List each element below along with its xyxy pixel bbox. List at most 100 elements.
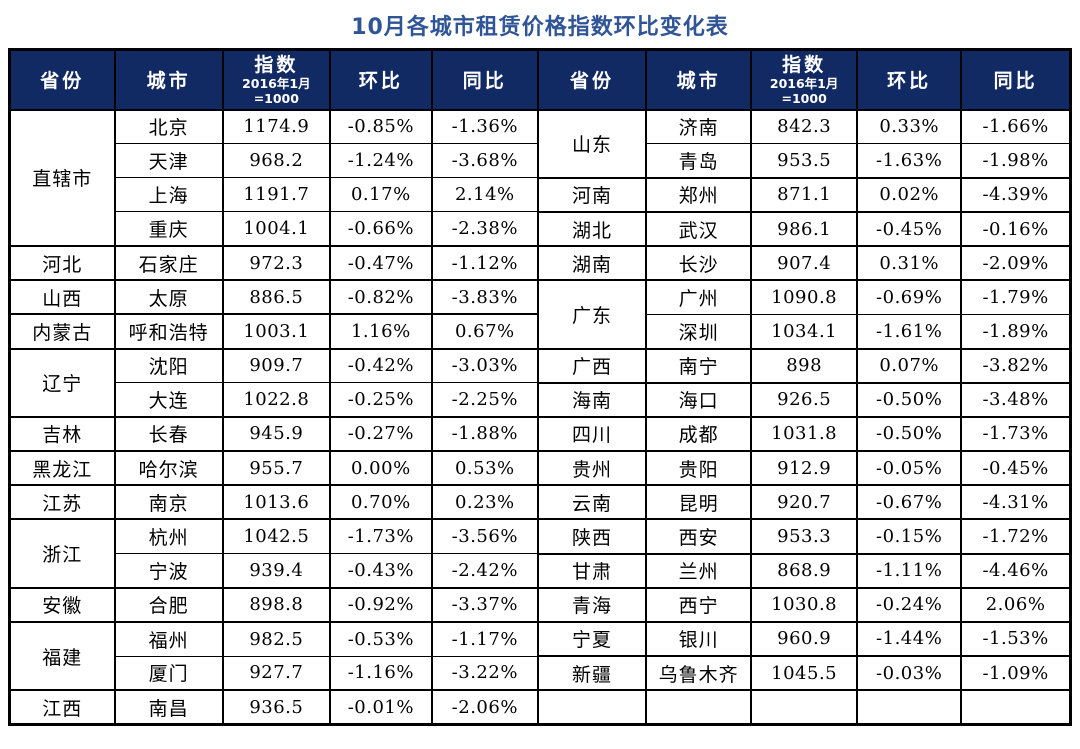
mom-cell: -0.15%: [856, 518, 963, 555]
province-cell: 广西: [536, 347, 648, 384]
yoy-cell: -4.39%: [960, 176, 1072, 213]
city-cell: 西安: [645, 518, 753, 555]
table-row: 山西 太原 886.5 -0.82% -3.83% 广东 广州 1090.8 -0.69% -1.…: [8, 279, 1072, 350]
index-cell: 945.9: [221, 415, 331, 452]
city-cell: 太原: [113, 279, 224, 315]
city-cell: 长春: [113, 415, 224, 452]
table-row: 上海 1191.7 0.17% 2.14% 河南 郑州 871.1 0.02% -4.39%: [10, 176, 1072, 213]
yoy-cell: -1.53%: [960, 620, 1072, 657]
mom-cell: -0.92%: [328, 586, 433, 623]
header-city-left: 城市: [113, 48, 224, 111]
yoy-cell: -0.16%: [960, 210, 1072, 247]
index-cell: 982.5: [221, 620, 331, 657]
mom-cell: -0.01%: [328, 689, 433, 726]
mom-cell: -0.24%: [856, 586, 963, 623]
city-cell: 石家庄: [113, 245, 224, 281]
city-cell: 成都: [645, 415, 753, 452]
index-cell: 1090.8: [750, 279, 859, 315]
header-index-right: 指数 2016年1月=1000: [750, 48, 859, 111]
header-province-left: 省份: [8, 48, 116, 111]
mom-cell: 0.17%: [328, 177, 433, 213]
index-cell: 955.7: [221, 450, 331, 486]
mom-cell: -0.50%: [856, 415, 963, 452]
table-row: 黑龙江 哈尔滨 955.7 0.00% 0.53% 贵州 贵阳 912.9 -0.05% -0.4…: [8, 450, 1072, 486]
mom-cell: 0.07%: [856, 347, 963, 384]
province-cell: 福建: [8, 620, 116, 691]
index-cell: 1042.5: [221, 518, 331, 555]
province-cell: 四川: [536, 415, 648, 452]
city-cell: 沈阳: [113, 347, 224, 384]
rental-index-table: 省份 城市 指数 2016年1月=1000 环比 同比 省份 城市 指数 201…: [8, 48, 1072, 726]
mom-cell: -0.05%: [856, 450, 963, 486]
city-cell: 天津: [113, 143, 224, 179]
yoy-cell: [960, 689, 1072, 726]
province-cell: 河北: [8, 245, 116, 281]
yoy-cell: -1.79%: [960, 279, 1072, 315]
mom-cell: -1.44%: [856, 620, 963, 657]
mom-cell: -0.43%: [328, 553, 433, 589]
yoy-cell: -2.42%: [430, 553, 539, 589]
yoy-cell: -2.38%: [430, 211, 539, 247]
index-cell: 898: [750, 347, 859, 384]
header-yoy-left: 同比: [430, 48, 539, 111]
yoy-cell: -1.72%: [960, 518, 1072, 555]
table-row: 内蒙古 呼和浩特 1003.1 1.16% 0.67% 深圳 1034.1 -1.61% -1.…: [8, 313, 1072, 350]
city-cell: 武汉: [645, 210, 753, 247]
city-cell: 哈尔滨: [113, 450, 224, 486]
index-cell: 920.7: [750, 484, 859, 520]
table-row: 吉林 长春 945.9 -0.27% -1.88% 四川 成都 1031.8 -0.50% -1.…: [8, 415, 1072, 452]
header-index-basenote: 2016年1月=1000: [769, 76, 839, 106]
yoy-cell: -2.06%: [430, 689, 539, 726]
table-row: 辽宁 沈阳 909.7 -0.42% -3.03% 广西 南宁 898 0.07% -3.82%: [8, 347, 1072, 418]
province-cell: 新疆: [536, 654, 648, 691]
city-cell: 济南: [645, 108, 753, 145]
province-cell: 云南: [536, 484, 648, 520]
index-cell: 936.5: [221, 689, 331, 726]
index-cell: 1191.7: [221, 177, 331, 213]
province-cell: 湖北: [536, 210, 648, 247]
yoy-cell: -4.46%: [960, 552, 1072, 589]
city-cell: 昆明: [645, 484, 753, 520]
index-cell: 886.5: [221, 279, 331, 315]
mom-cell: -0.82%: [328, 279, 433, 315]
province-cell: 贵州: [536, 450, 648, 486]
yoy-cell: -3.82%: [960, 347, 1072, 384]
header-index-left: 指数 2016年1月=1000: [221, 48, 331, 111]
header-index-basenote: 2016年1月=1000: [242, 76, 311, 106]
city-cell: 大连: [113, 382, 224, 418]
yoy-cell: -3.03%: [430, 347, 539, 384]
index-cell: 1031.8: [750, 415, 859, 452]
yoy-cell: -4.31%: [960, 484, 1072, 520]
city-cell: 广州: [645, 279, 753, 315]
city-cell: 合肥: [113, 586, 224, 623]
index-cell: 909.7: [221, 347, 331, 384]
table-row: 厦门 927.7 -1.16% -3.22% 新疆 乌鲁木齐 1045.5 -0.03% -1.…: [10, 654, 1072, 691]
mom-cell: -1.16%: [328, 655, 433, 691]
mom-cell: -1.73%: [328, 518, 433, 555]
mom-cell: -1.61%: [856, 313, 963, 350]
mom-cell: 0.33%: [856, 108, 963, 145]
mom-cell: -0.66%: [328, 211, 433, 247]
mom-cell: -0.47%: [328, 245, 433, 281]
table-row: 河北 石家庄 972.3 -0.47% -1.12% 湖南 长沙 907.4 0.31% -2.0…: [8, 245, 1072, 281]
mom-cell: -0.67%: [856, 484, 963, 520]
yoy-cell: 0.53%: [430, 450, 539, 486]
index-cell: 1034.1: [750, 313, 859, 350]
index-cell: 1013.6: [221, 484, 331, 520]
yoy-cell: -3.37%: [430, 586, 539, 623]
index-cell: 898.8: [221, 586, 331, 623]
province-cell: 宁夏: [536, 620, 648, 657]
index-cell: 939.4: [221, 553, 331, 589]
index-cell: 960.9: [750, 620, 859, 657]
province-cell: 青海: [536, 586, 648, 623]
index-cell: 868.9: [750, 552, 859, 589]
yoy-cell: 2.14%: [430, 177, 539, 213]
mom-cell: 0.02%: [856, 176, 963, 213]
index-cell: 1003.1: [221, 313, 331, 350]
index-cell: 972.3: [221, 245, 331, 281]
city-cell: 重庆: [113, 211, 224, 247]
header-yoy-right: 同比: [960, 48, 1072, 111]
header-index-label: 指数: [782, 53, 827, 76]
index-cell: 1045.5: [750, 654, 859, 691]
yoy-cell: -1.89%: [960, 313, 1072, 350]
